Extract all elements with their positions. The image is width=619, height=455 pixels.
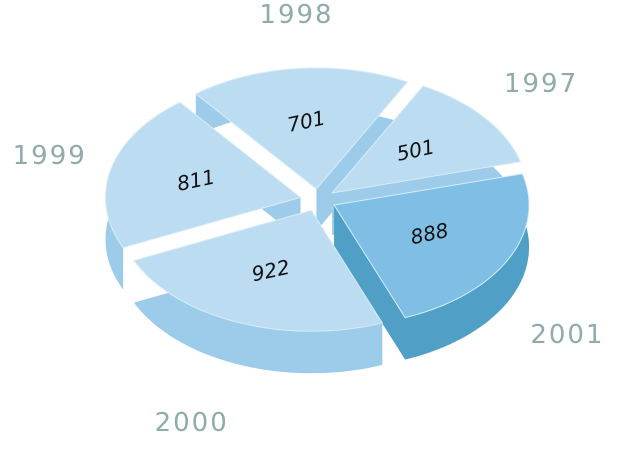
category-label: 1997: [504, 69, 578, 99]
slice-top: [333, 173, 530, 319]
slice: [105, 101, 302, 290]
slice: [133, 209, 384, 374]
slice-side: [334, 173, 530, 360]
slice-top: [194, 67, 409, 190]
category-label: 2000: [155, 408, 229, 438]
slice-top: [330, 85, 522, 194]
category-label: 1998: [259, 0, 333, 30]
category-label: 1999: [13, 141, 87, 171]
slice-top: [133, 209, 384, 332]
slice: [194, 67, 409, 231]
slice: [333, 173, 530, 360]
slice-top: [105, 101, 302, 249]
category-label: 2001: [530, 320, 604, 350]
